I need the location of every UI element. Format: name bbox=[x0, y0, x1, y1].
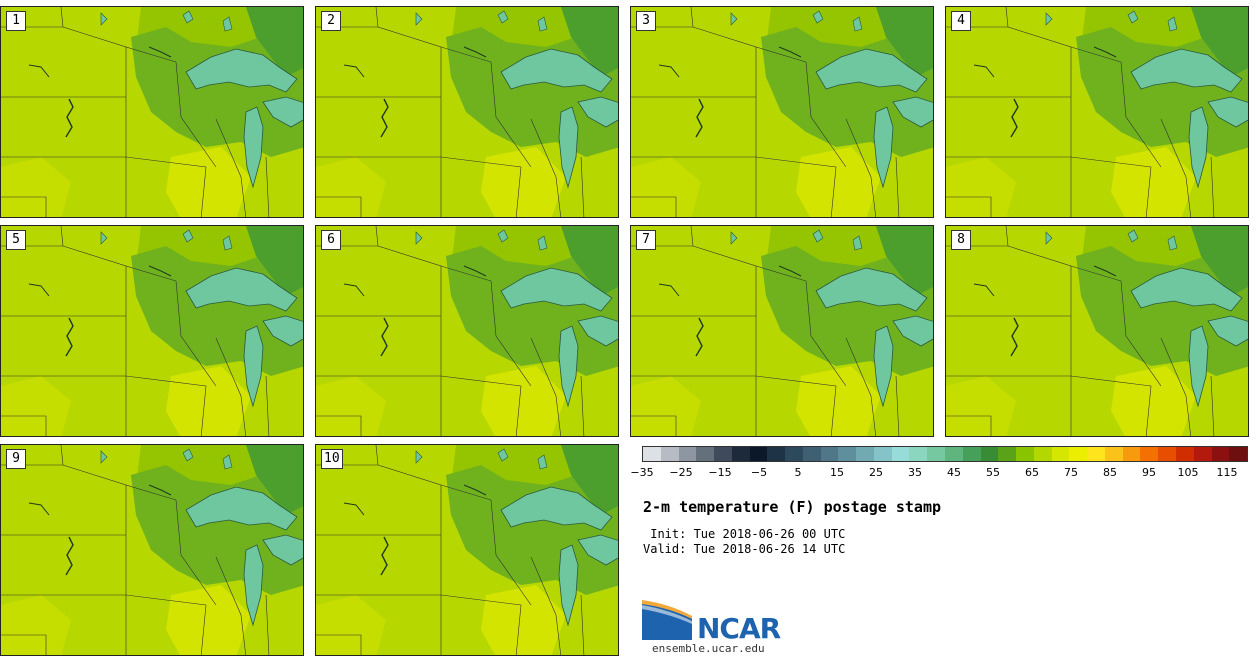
temperature-colorbar bbox=[642, 446, 1248, 462]
colorbar-tick-label: −25 bbox=[669, 466, 693, 479]
colorbar-swatch bbox=[767, 447, 786, 461]
colorbar-tick-label: 115 bbox=[1216, 466, 1238, 479]
colorbar-swatch bbox=[802, 447, 821, 461]
colorbar-tick-label: 65 bbox=[1025, 466, 1039, 479]
colorbar-tick-label: 85 bbox=[1103, 466, 1117, 479]
member-number-label: 10 bbox=[321, 449, 343, 469]
colorbar-swatch bbox=[891, 447, 910, 461]
colorbar-tick-label: 75 bbox=[1064, 466, 1078, 479]
colorbar-swatch bbox=[945, 447, 963, 461]
colorbar-swatch bbox=[643, 447, 661, 461]
member-map-5: 5 bbox=[0, 225, 304, 437]
member-map-7: 7 bbox=[630, 225, 934, 437]
member-number-label: 5 bbox=[6, 230, 26, 250]
colorbar-swatch bbox=[1211, 447, 1230, 461]
colorbar-tick-label: 105 bbox=[1177, 466, 1199, 479]
colorbar-tick-label: 55 bbox=[986, 466, 1000, 479]
colorbar-swatch bbox=[1175, 447, 1194, 461]
colorbar-swatch bbox=[1122, 447, 1141, 461]
colorbar-swatch bbox=[873, 447, 892, 461]
colorbar-tick-label: 25 bbox=[869, 466, 883, 479]
member-map-4: 4 bbox=[945, 6, 1249, 218]
colorbar-swatch bbox=[785, 447, 803, 461]
ncar-logo-text: NCAR bbox=[697, 612, 781, 645]
colorbar-swatch bbox=[1087, 447, 1105, 461]
colorbar-swatch bbox=[1229, 447, 1248, 461]
colorbar-swatch bbox=[1033, 447, 1052, 461]
colorbar-swatch bbox=[927, 447, 946, 461]
product-title: 2-m temperature (F) postage stamp bbox=[643, 498, 942, 516]
colorbar-swatch bbox=[856, 447, 874, 461]
colorbar-swatch bbox=[1104, 447, 1123, 461]
init-time: Init: Tue 2018-06-26 00 UTC bbox=[643, 527, 846, 541]
member-map-3: 3 bbox=[630, 6, 934, 218]
colorbar-swatch bbox=[731, 447, 750, 461]
member-number-label: 3 bbox=[636, 11, 656, 31]
colorbar-swatch bbox=[1193, 447, 1212, 461]
colorbar-swatch bbox=[1140, 447, 1159, 461]
member-map-2: 2 bbox=[315, 6, 619, 218]
site-url: ensemble.ucar.edu bbox=[652, 642, 765, 655]
member-map-1: 1 bbox=[0, 6, 304, 218]
member-number-label: 1 bbox=[6, 11, 26, 31]
colorbar-tick-label: 35 bbox=[908, 466, 922, 479]
member-map-8: 8 bbox=[945, 225, 1249, 437]
member-number-label: 6 bbox=[321, 230, 341, 250]
colorbar-tick-label: 5 bbox=[794, 466, 802, 479]
colorbar-swatch bbox=[998, 447, 1017, 461]
member-number-label: 7 bbox=[636, 230, 656, 250]
member-number-label: 9 bbox=[6, 449, 26, 469]
ncar-logo-icon bbox=[642, 600, 692, 640]
colorbar-swatch bbox=[838, 447, 857, 461]
colorbar-tick-label: 95 bbox=[1142, 466, 1156, 479]
valid-time: Valid: Tue 2018-06-26 14 UTC bbox=[643, 542, 846, 556]
colorbar-tick-label: −35 bbox=[630, 466, 654, 479]
colorbar-swatch bbox=[820, 447, 839, 461]
colorbar-swatch bbox=[696, 447, 715, 461]
colorbar-swatch bbox=[1158, 447, 1176, 461]
colorbar-tick-label: −5 bbox=[750, 466, 768, 479]
colorbar-swatch bbox=[980, 447, 999, 461]
colorbar-swatch bbox=[1051, 447, 1070, 461]
member-map-6: 6 bbox=[315, 225, 619, 437]
colorbar-swatch bbox=[749, 447, 768, 461]
colorbar-swatch bbox=[909, 447, 928, 461]
member-number-label: 8 bbox=[951, 230, 971, 250]
member-map-9: 9 bbox=[0, 444, 304, 656]
colorbar-swatch bbox=[962, 447, 981, 461]
colorbar-swatch bbox=[1069, 447, 1088, 461]
member-number-label: 2 bbox=[321, 11, 341, 31]
colorbar-swatch bbox=[660, 447, 679, 461]
member-map-10: 10 bbox=[315, 444, 619, 656]
colorbar-tick-label: 45 bbox=[947, 466, 961, 479]
colorbar-tick-labels: −35 −25 −15 −5 5 15 25 35 45 55 65 75 85 95 105 115 bbox=[630, 466, 1248, 480]
colorbar-tick-label: 15 bbox=[830, 466, 844, 479]
colorbar-swatch bbox=[678, 447, 697, 461]
member-number-label: 4 bbox=[951, 11, 971, 31]
colorbar-swatch bbox=[1016, 447, 1034, 461]
colorbar-swatch bbox=[714, 447, 732, 461]
colorbar-tick-label: −15 bbox=[708, 466, 732, 479]
